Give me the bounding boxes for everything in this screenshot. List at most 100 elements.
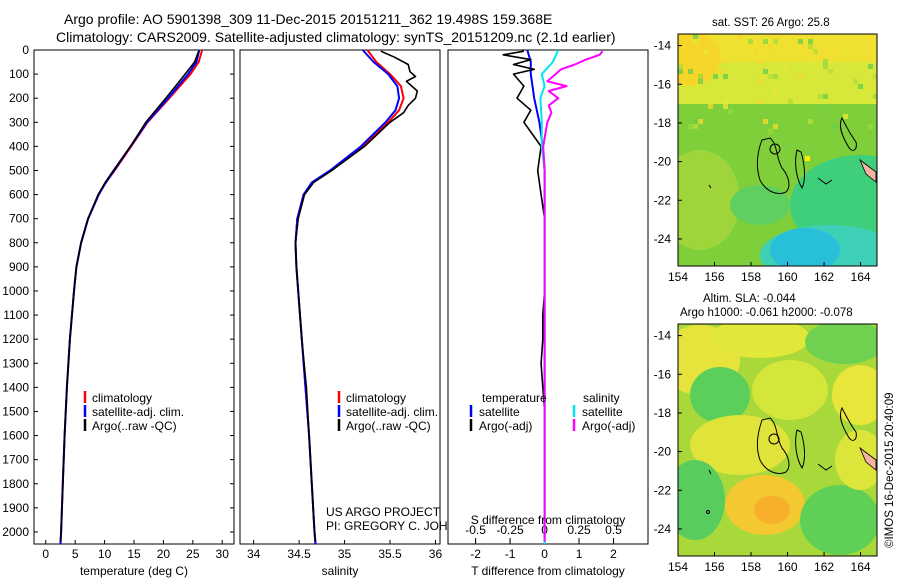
temperature-x-tick-label: 10 xyxy=(98,547,112,561)
temperature-x-tick-label: 0 xyxy=(42,547,49,561)
depth-tick-label: 600 xyxy=(9,188,29,202)
sst-pixel xyxy=(713,74,718,79)
sst-pixel xyxy=(798,74,803,79)
depth-tick-label: 1200 xyxy=(2,332,29,346)
temperature-x-tick-label: 15 xyxy=(127,547,141,561)
sst-pixel xyxy=(703,49,708,54)
depth-tick-label: 300 xyxy=(9,115,29,129)
sst-pixel xyxy=(773,89,778,94)
sst-pixel xyxy=(788,79,793,84)
depth-tick-label: 800 xyxy=(9,236,29,250)
sst-lon-label: 156 xyxy=(704,270,724,284)
depth-tick-label: 1300 xyxy=(2,356,29,370)
legend-climatology-label: climatology xyxy=(92,391,152,405)
depth-tick-label: 1500 xyxy=(2,404,29,418)
sst-lat-label: -20 xyxy=(654,155,672,169)
legend-temperature-title: temperature xyxy=(482,391,547,405)
depth-tick-label: 1800 xyxy=(2,477,29,491)
sst-pixel xyxy=(738,34,743,39)
sst-pixel xyxy=(798,39,803,44)
sst-pixel xyxy=(723,99,728,104)
sst-pixel xyxy=(753,49,758,54)
salinity-x-tick-label: 36 xyxy=(429,547,443,561)
temp-diff-x-tick-label: -2 xyxy=(470,547,481,561)
sst-pixel xyxy=(823,64,828,69)
sst-pixel xyxy=(873,99,877,104)
sst-pixel xyxy=(768,119,773,124)
sla-lon-label: 160 xyxy=(778,560,798,574)
temperature-series xyxy=(59,49,204,545)
legend-sal-satellite-label: satellite xyxy=(582,405,623,419)
legend-argo-label: Argo(..raw -QC) xyxy=(92,419,177,433)
temp-diff-x-tick-label: -1 xyxy=(505,547,516,561)
legend-satellite-label: satellite-adj. clim. xyxy=(346,405,438,419)
salinity-difference-label: S difference from climatology xyxy=(471,513,626,527)
temperature-line-argo-raw-qc xyxy=(59,50,200,542)
sst-pixel xyxy=(868,64,873,69)
sla-lon-label: 158 xyxy=(741,560,761,574)
sst-pixel xyxy=(723,104,728,109)
sst-pixel xyxy=(818,94,823,99)
sla-lat-label: -18 xyxy=(654,406,672,420)
sst-pixel xyxy=(693,34,698,39)
sst-pixel xyxy=(728,109,733,114)
sst-pixel xyxy=(828,69,833,74)
sst-pixel xyxy=(853,79,858,84)
sst-map-texture xyxy=(678,34,877,134)
sst-pixel xyxy=(873,74,877,79)
sst-pixel xyxy=(718,69,723,74)
sst-map-title: sat. SST: 26 Argo: 25.8 xyxy=(712,17,830,29)
sst-pixel xyxy=(768,74,773,79)
sst-pixel xyxy=(868,84,873,89)
sst-map-frame xyxy=(677,33,878,267)
salinity-line-argo-raw-qc xyxy=(294,50,419,542)
sla-lon-label: 162 xyxy=(814,560,834,574)
sla-map-axes: -14 -16 -18 -20 -22 -24 154 156 158 160 162 164 xyxy=(654,329,871,574)
sst-pixel xyxy=(808,119,813,124)
sst-lat-label: -16 xyxy=(654,77,672,91)
sst-lon-label: 158 xyxy=(741,270,761,284)
salinity-x-tick-label: 35.5 xyxy=(378,547,402,561)
sst-pixel xyxy=(868,124,873,129)
legend-temp-argo-label: Argo(-adj) xyxy=(479,419,532,433)
temp-diff-x-tick-label: 0 xyxy=(541,547,548,561)
depth-tick-label: 1000 xyxy=(2,284,29,298)
sst-pixel xyxy=(768,44,773,49)
sst-lat-label: -18 xyxy=(654,116,672,130)
salinity-x-tick-label: 34.5 xyxy=(287,547,311,561)
sst-pixel xyxy=(768,39,773,44)
sst-lat-label: -22 xyxy=(654,193,672,207)
sla-lat-label: -16 xyxy=(654,367,672,381)
sst-pixel xyxy=(758,79,763,84)
sla-lon-label: 164 xyxy=(851,560,871,574)
sst-pixel xyxy=(853,59,858,64)
sst-pixel xyxy=(858,84,863,89)
salinity-x-tick-label: 35 xyxy=(338,547,352,561)
sla-lon-label: 156 xyxy=(704,560,724,574)
sst-lon-label: 154 xyxy=(668,270,688,284)
difference-series xyxy=(502,49,604,544)
difference-axes: -2 -1 0 1 2-0.5 -0.25 0 0.25 0.5 xyxy=(465,523,622,561)
sst-pixel xyxy=(813,49,818,54)
temp-diff-x-tick-label: 1 xyxy=(576,547,583,561)
salinity-plot-frame xyxy=(239,49,441,545)
depth-tick-label: 200 xyxy=(9,91,29,105)
sst-pixel xyxy=(808,59,813,64)
depth-tick-label: 1600 xyxy=(2,429,29,443)
sst-pixel xyxy=(828,109,833,114)
legend-salinity-title: salinity xyxy=(583,391,620,405)
sst-pixel xyxy=(823,94,828,99)
temperature-x-tick-label: 25 xyxy=(186,547,200,561)
sst-lon-label: 164 xyxy=(851,270,871,284)
temperature-x-tick-label: 20 xyxy=(157,547,171,561)
sla-lat-label: -22 xyxy=(654,483,672,497)
salinity-x-axis: 34 34.5 35 35.5 36 xyxy=(247,540,442,561)
sal-diff-x-tick-label: -0.5 xyxy=(465,523,486,537)
sst-pixel xyxy=(678,64,683,69)
temperature-x-tick-label: 5 xyxy=(72,547,79,561)
sst-pixel xyxy=(773,39,778,44)
depth-tick-label: 100 xyxy=(9,67,29,81)
sal-diff-x-tick-label: 0.25 xyxy=(567,523,591,537)
depth-tick-label: 400 xyxy=(9,139,29,153)
